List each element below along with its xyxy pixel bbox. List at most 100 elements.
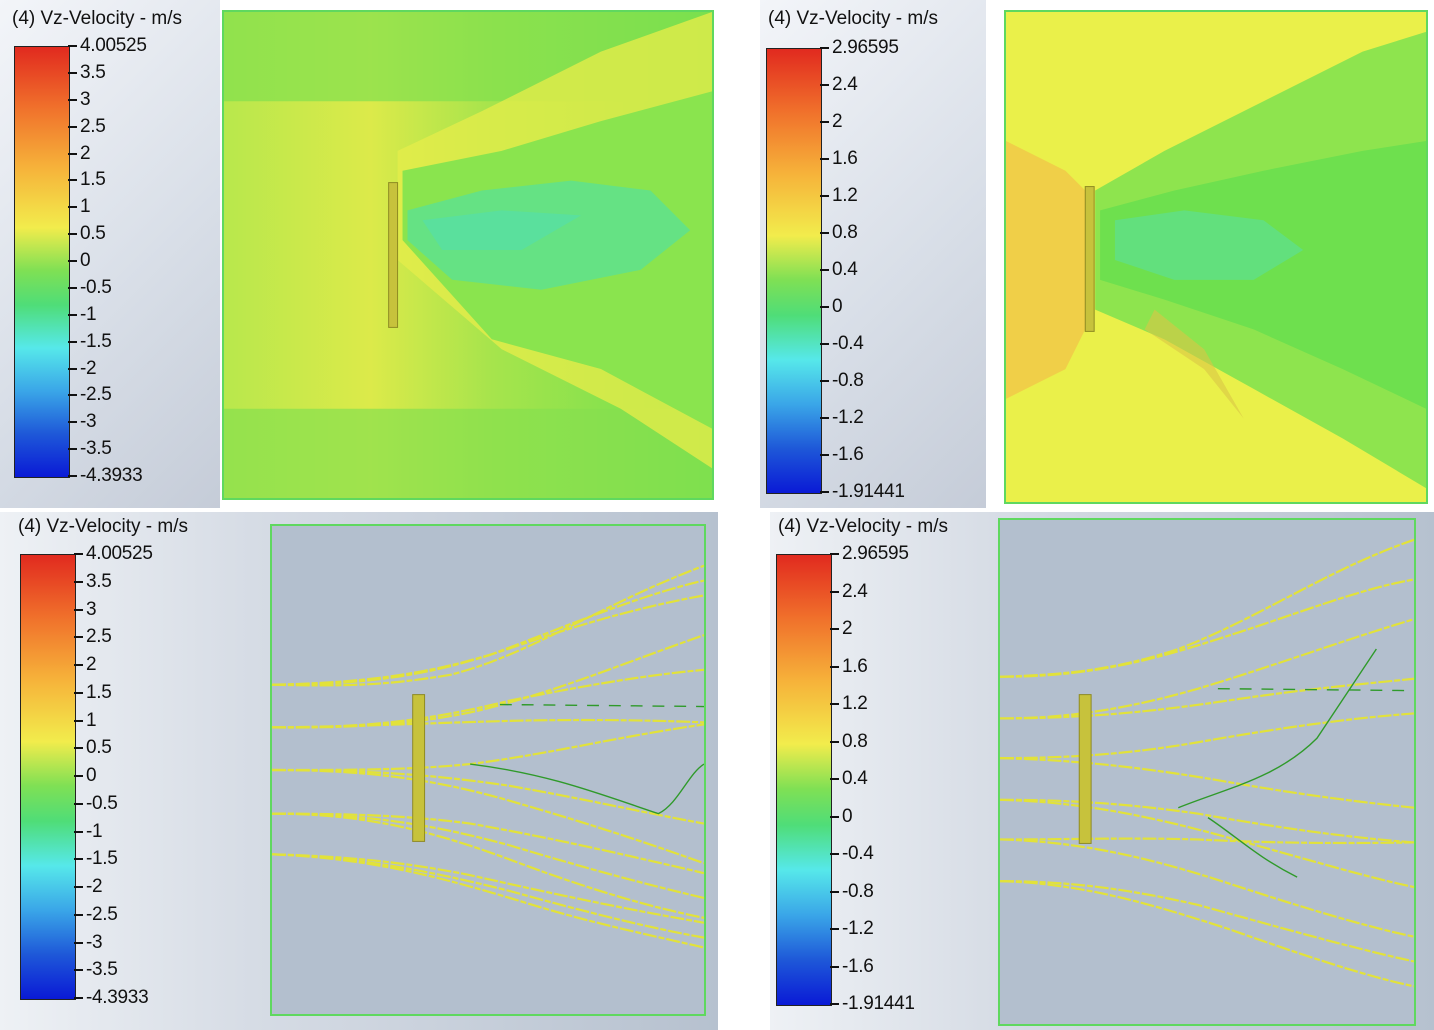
colorbar-tick-label: -1.5 (86, 848, 118, 870)
panel-top-right: (4) Vz-Velocity - m/s 2.96595 2.4 2 1.6 1.2 0… (760, 0, 1434, 508)
colorbar-tick (830, 590, 839, 593)
colorbar (776, 554, 832, 1006)
colorbar-tick-label: 1 (86, 709, 97, 731)
colorbar-tick (74, 858, 83, 861)
colorbar (20, 554, 76, 1000)
colorbar-tick (74, 913, 83, 916)
streamline-plot (272, 564, 704, 949)
colorbar-tick-label: 1.5 (86, 681, 112, 703)
colorbar-tick (820, 417, 829, 419)
colorbar-tick (74, 941, 83, 944)
colorbar-tick-label: -3 (86, 931, 103, 953)
colorbar-tick-label: -1.5 (80, 330, 112, 352)
colorbar-tick-label: 2 (842, 618, 853, 639)
legend-title: (4) Vz-Velocity - m/s (768, 8, 938, 29)
colorbar-tick (830, 740, 839, 743)
colorbar-tick-label: -3.5 (80, 438, 112, 460)
colorbar-tick-label: -3 (80, 411, 97, 433)
colorbar-tick-label: 0.5 (86, 737, 112, 759)
colorbar-tick-label: 2 (80, 142, 91, 164)
colorbar-tick (68, 233, 77, 236)
colorbar-tick-label: -1 (80, 303, 97, 325)
colorbar-tick-label: -1.91441 (842, 993, 915, 1014)
colorbar-tick (74, 553, 83, 555)
colorbar-tick (820, 158, 829, 160)
colorbar-tick (74, 691, 83, 694)
contour-view (222, 10, 714, 500)
panel-top-left: (4) Vz-Velocity - m/s 4.00525 3.5 3 2.5 2 1.5… (0, 0, 725, 508)
colorbar-tick (68, 98, 77, 101)
colorbar-tick-label: 2 (832, 111, 843, 132)
colorbar-tick (830, 853, 839, 855)
colorbar-tick-label: 3.5 (86, 570, 112, 592)
colorbar-tick (820, 195, 829, 197)
colorbar-tick-label: -1 (86, 820, 103, 842)
colorbar-tick-label: -2.5 (80, 384, 112, 406)
colorbar-tick (68, 45, 77, 47)
velocity-contour-plot (224, 12, 712, 498)
colorbar-tick (74, 997, 83, 999)
colorbar-tick-label: 0.8 (832, 222, 858, 243)
colorbar-tick-label: 4.00525 (86, 543, 153, 564)
colorbar-tick-label: -1.6 (842, 955, 874, 977)
colorbar-tick (68, 206, 77, 209)
colorbar-tick-label: 0.5 (80, 223, 106, 245)
colorbar-tick (74, 636, 83, 639)
colorbar-tick-label: -4.3933 (86, 987, 149, 1008)
colorbar-tick-label: -0.8 (832, 370, 864, 391)
colorbar-tick (74, 608, 83, 611)
colorbar-tick (830, 703, 839, 705)
colorbar-tick-label: 0 (86, 765, 97, 786)
colorbar-tick-label: 2.4 (842, 580, 868, 602)
colorbar-tick-label: 2.5 (86, 626, 112, 648)
colorbar-tick-label: 1.6 (842, 655, 868, 677)
colorbar-tick (74, 775, 83, 777)
colorbar-tick-label: 1.6 (832, 148, 858, 169)
colorbar-tick (820, 84, 829, 86)
panel-bottom-left: (4) Vz-Velocity - m/s (0, 512, 718, 1030)
colorbar-tick-label: 2.96595 (842, 543, 909, 564)
velocity-contour-plot (1006, 12, 1426, 502)
colorbar-tick-label: -0.8 (842, 880, 874, 902)
colorbar-tick (820, 491, 829, 493)
colorbar-tick-label: -1.2 (832, 407, 864, 428)
colorbar-tick (68, 394, 77, 397)
colorbar-tick (68, 260, 77, 262)
colorbar-tick (74, 664, 83, 666)
colorbar-tick-label: -0.5 (80, 276, 112, 298)
colorbar-tick (74, 830, 83, 833)
colorbar-tick (830, 965, 839, 968)
colorbar-tick (68, 152, 77, 155)
streamline-view (998, 518, 1416, 1026)
colorbar-tick-label: -2 (86, 876, 103, 897)
colorbar-tick (830, 1003, 839, 1005)
colorbar-tick-label: 2.96595 (832, 37, 899, 58)
colorbar-tick (820, 380, 829, 382)
colorbar-tick-label: 3 (80, 88, 91, 110)
colorbar-tick (68, 125, 77, 128)
colorbar-tick-label: 4.00525 (80, 35, 147, 56)
colorbar-tick (830, 890, 839, 893)
colorbar-tick (830, 665, 839, 668)
colorbar-tick (74, 580, 83, 583)
colorbar-tick-label: 1 (80, 196, 91, 218)
colorbar-tick-label: -1.2 (842, 918, 874, 939)
colorbar-tick-label: 0 (842, 805, 853, 827)
colorbar-tick (830, 628, 839, 630)
colorbar-tick (68, 71, 77, 74)
colorbar-tick (820, 47, 829, 49)
colorbar-tick (74, 747, 83, 750)
colorbar-tick (74, 886, 83, 888)
colorbar-tick (68, 313, 77, 316)
colorbar-tick-label: -0.5 (86, 792, 118, 814)
legend-title: (4) Vz-Velocity - m/s (18, 516, 188, 537)
colorbar-tick-label: -2 (80, 357, 97, 379)
colorbar-tick (74, 719, 83, 722)
colorbar-tick-label: -0.4 (832, 333, 864, 354)
colorbar-tick-label: 1.5 (80, 169, 106, 191)
colorbar-tick (830, 928, 839, 930)
legend-title: (4) Vz-Velocity - m/s (778, 516, 948, 537)
colorbar-tick (830, 815, 839, 818)
colorbar-tick-label: -1.6 (832, 444, 864, 465)
colorbar-tick (68, 367, 77, 370)
